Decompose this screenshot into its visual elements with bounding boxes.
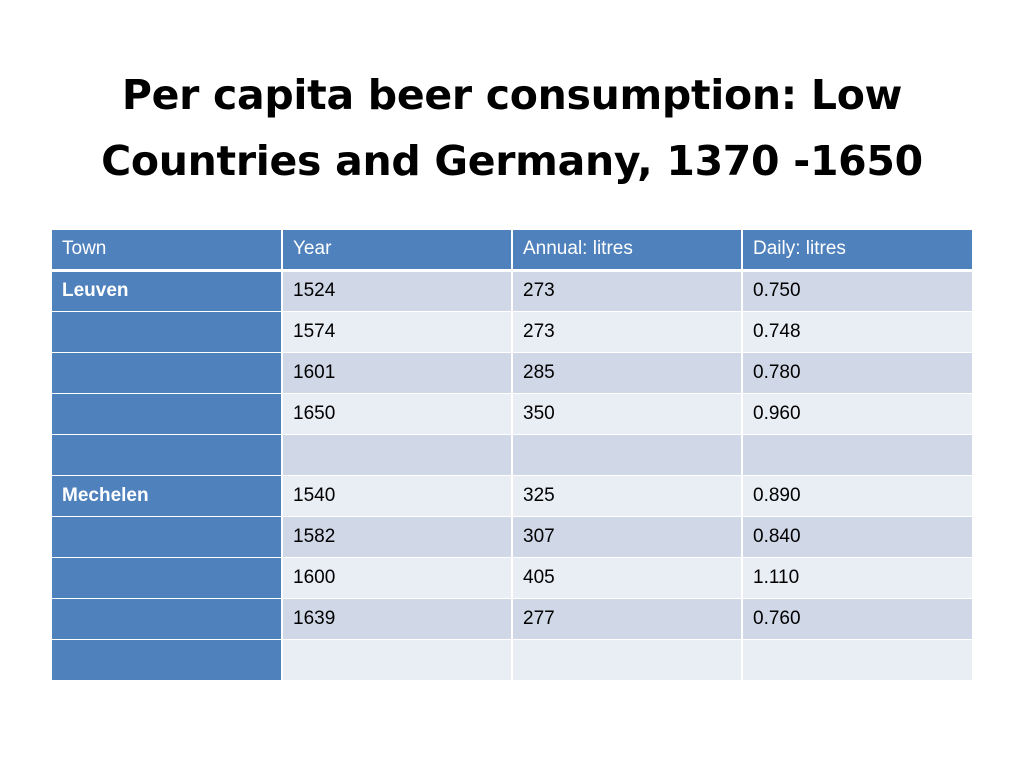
year-cell: 1650 bbox=[282, 393, 513, 435]
header-row: Town Year Annual: litres Daily: litres bbox=[52, 230, 972, 272]
daily-litres-cell bbox=[742, 639, 972, 681]
annual-litres-cell: 277 bbox=[512, 598, 743, 640]
slide-title-line-1: Per capita beer consumption: Low bbox=[121, 71, 903, 119]
header-year: Year bbox=[282, 230, 513, 272]
daily-litres-cell: 1.110 bbox=[742, 557, 972, 599]
town-cell bbox=[52, 516, 283, 558]
town-cell bbox=[52, 352, 283, 394]
daily-litres-cell: 0.890 bbox=[742, 475, 972, 517]
daily-litres-cell: 0.748 bbox=[742, 311, 972, 353]
town-cell: Leuven bbox=[52, 270, 283, 312]
annual-litres-cell: 405 bbox=[512, 557, 743, 599]
table-row: 1639 277 0.760 bbox=[52, 598, 972, 640]
year-cell: 1574 bbox=[282, 311, 513, 353]
table-row: Leuven 1524 273 0.750 bbox=[52, 270, 972, 312]
town-cell bbox=[52, 557, 283, 599]
daily-litres-cell bbox=[742, 434, 972, 476]
header-town: Town bbox=[52, 230, 283, 272]
town-cell: Mechelen bbox=[52, 475, 283, 517]
annual-litres-cell: 273 bbox=[512, 270, 743, 312]
slide-title: Per capita beer consumption: Low Countri… bbox=[52, 62, 972, 194]
daily-litres-cell: 0.840 bbox=[742, 516, 972, 558]
town-cell bbox=[52, 598, 283, 640]
daily-litres-cell: 0.780 bbox=[742, 352, 972, 394]
daily-litres-cell: 0.750 bbox=[742, 270, 972, 312]
annual-litres-cell: 350 bbox=[512, 393, 743, 435]
table-row: Mechelen 1540 325 0.890 bbox=[52, 475, 972, 517]
table-row: 1650 350 0.960 bbox=[52, 393, 972, 435]
year-cell bbox=[282, 639, 513, 681]
annual-litres-cell: 273 bbox=[512, 311, 743, 353]
table-row bbox=[52, 639, 972, 681]
year-cell: 1582 bbox=[282, 516, 513, 558]
annual-litres-cell: 325 bbox=[512, 475, 743, 517]
town-cell bbox=[52, 393, 283, 435]
table-row: 1582 307 0.840 bbox=[52, 516, 972, 558]
daily-litres-cell: 0.760 bbox=[742, 598, 972, 640]
table-row: 1574 273 0.748 bbox=[52, 311, 972, 353]
table-body: Leuven 1524 273 0.750 1574 273 0.748 160… bbox=[52, 270, 972, 681]
table-header: Town Year Annual: litres Daily: litres bbox=[52, 230, 972, 272]
table-row: 1600 405 1.110 bbox=[52, 557, 972, 599]
header-daily-litres: Daily: litres bbox=[742, 230, 972, 272]
table-row: 1601 285 0.780 bbox=[52, 352, 972, 394]
town-cell bbox=[52, 639, 283, 681]
annual-litres-cell: 307 bbox=[512, 516, 743, 558]
year-cell: 1601 bbox=[282, 352, 513, 394]
header-annual-litres: Annual: litres bbox=[512, 230, 743, 272]
table-row bbox=[52, 434, 972, 476]
annual-litres-cell: 285 bbox=[512, 352, 743, 394]
year-cell bbox=[282, 434, 513, 476]
year-cell: 1540 bbox=[282, 475, 513, 517]
annual-litres-cell bbox=[512, 434, 743, 476]
year-cell: 1600 bbox=[282, 557, 513, 599]
consumption-table-container: Town Year Annual: litres Daily: litres L… bbox=[52, 230, 972, 681]
year-cell: 1524 bbox=[282, 270, 513, 312]
town-cell bbox=[52, 434, 283, 476]
consumption-table: Town Year Annual: litres Daily: litres L… bbox=[52, 230, 972, 681]
slide-title-line-2: Countries and Germany, 1370 -1650 bbox=[101, 137, 923, 185]
year-cell: 1639 bbox=[282, 598, 513, 640]
annual-litres-cell bbox=[512, 639, 743, 681]
town-cell bbox=[52, 311, 283, 353]
daily-litres-cell: 0.960 bbox=[742, 393, 972, 435]
